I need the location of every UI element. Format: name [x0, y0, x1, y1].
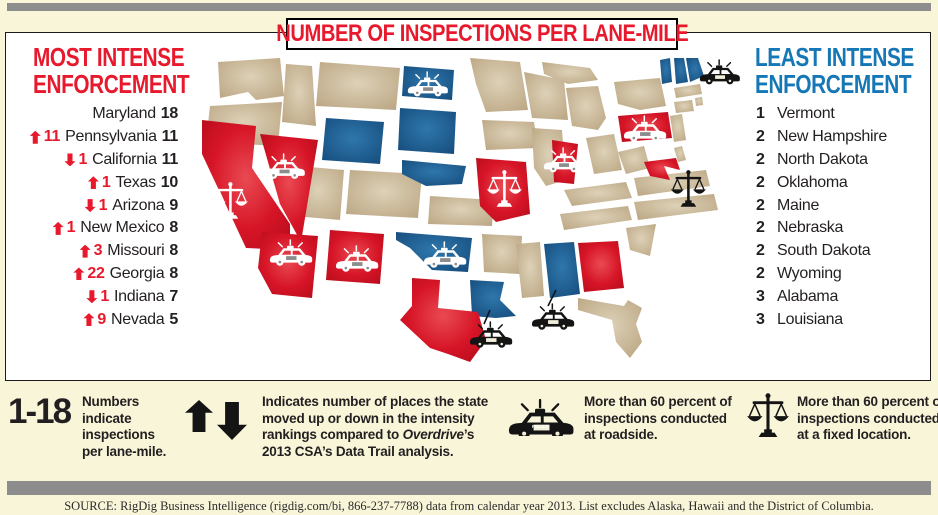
state-minnesota	[470, 58, 528, 112]
state-colorado	[346, 170, 422, 218]
list-item: 1 New Mexico 8	[10, 217, 178, 240]
list-item: 22 Georgia 8	[10, 263, 178, 286]
us-states-map	[202, 58, 742, 362]
list-item: 2 North Dakota	[756, 150, 868, 168]
scales-icon	[746, 392, 790, 438]
list-item: 9 Nevada 5	[10, 308, 178, 331]
state-ohio	[586, 134, 622, 174]
list-item: 1 Arizona 9	[10, 194, 178, 217]
list-item: 2 Wyoming	[756, 264, 842, 282]
legend-range: 1-18	[8, 392, 72, 431]
state-michigan-up	[542, 62, 598, 84]
state-mississippi	[516, 242, 544, 298]
source-line: SOURCE: RigDig Business Intelligence (ri…	[64, 499, 874, 513]
state-connecticut	[674, 100, 694, 113]
legend-range-text: Numbers indicate inspections per lane-mi…	[82, 394, 167, 459]
list-item: 2 Nebraska	[756, 219, 844, 237]
state-arkansas	[482, 234, 522, 274]
alabama-callout-line	[547, 289, 557, 307]
state-vermont	[660, 58, 672, 84]
state-new-mexico	[326, 230, 384, 284]
state-wyoming	[322, 118, 384, 164]
list-item: 1 Texas 10	[10, 171, 178, 194]
up-arrow-icon	[73, 267, 85, 281]
state-kansas	[428, 196, 494, 226]
state-kentucky	[564, 182, 632, 206]
up-arrow-icon	[52, 221, 64, 235]
state-rhode-island	[695, 97, 703, 106]
up-arrow-icon	[87, 176, 99, 190]
state-louisiana	[470, 280, 516, 318]
police-car-icon	[530, 302, 576, 331]
state-iowa	[482, 120, 538, 150]
state-florida	[578, 298, 642, 358]
state-south-dakota	[398, 108, 456, 154]
state-alabama	[544, 242, 580, 298]
state-missouri	[476, 158, 530, 222]
state-arizona	[258, 232, 318, 298]
page-title: NUMBER OF INSPECTIONS PER LANE-MILE	[275, 20, 689, 47]
down-arrow-icon	[217, 402, 247, 440]
legend-arrows-text: Indicates number of places the state mov…	[262, 394, 489, 459]
list-item: 2 Maine	[756, 196, 820, 214]
legend-fixed-text: More than 60 percent of inspections cond…	[797, 394, 938, 442]
state-new-jersey	[670, 114, 686, 142]
bottom-divider-bar	[7, 481, 931, 495]
state-california	[202, 120, 290, 250]
state-georgia	[578, 241, 624, 292]
list-item: 11 Pennsylvania 11	[10, 126, 178, 149]
state-nevada	[260, 134, 318, 242]
state-montana	[316, 62, 400, 110]
state-wisconsin	[524, 72, 568, 120]
state-washington	[218, 58, 284, 100]
svg-text:POLICE: POLICE	[532, 424, 549, 429]
list-item: 1 Vermont	[756, 105, 835, 123]
state-michigan	[566, 86, 606, 130]
list-item: 1 California 11	[10, 149, 178, 172]
title-banner: NUMBER OF INSPECTIONS PER LANE-MILE	[276, 18, 688, 50]
up-arrow-icon	[29, 130, 41, 144]
up-arrow-icon	[185, 400, 213, 432]
list-item: 2 South Dakota	[756, 242, 871, 260]
state-maine	[686, 58, 704, 82]
louisiana-callout-line	[483, 309, 491, 325]
down-arrow-icon	[64, 153, 76, 167]
list-item: 3 Alabama	[756, 287, 839, 305]
state-west-virginia	[618, 146, 650, 174]
state-maryland	[644, 158, 680, 180]
police-car-icon	[698, 58, 742, 86]
state-nebraska	[402, 160, 466, 186]
most-intense-heading: MOST INTENSE ENFORCEMENT	[33, 42, 190, 99]
list-item: 2 Oklahoma	[756, 173, 848, 191]
state-massachusetts	[674, 84, 702, 98]
state-texas	[400, 278, 486, 362]
state-tennessee	[560, 206, 632, 230]
down-arrow-icon	[86, 290, 98, 304]
state-delaware	[674, 146, 686, 162]
state-new-hampshire	[674, 58, 688, 84]
list-item: 3 Missouri 8	[10, 240, 178, 263]
state-north-carolina	[634, 194, 718, 220]
top-divider-bar	[7, 3, 931, 11]
up-arrow-icon	[79, 244, 91, 258]
state-south-carolina	[626, 224, 656, 256]
legend-roadside-text: More than 60 percent of inspections cond…	[584, 394, 732, 442]
police-car-icon: POLICE	[507, 398, 576, 436]
list-item: 3 Louisiana	[756, 310, 843, 328]
state-new-york	[614, 78, 666, 110]
least-intense-heading: LEAST INTENSE ENFORCEMENT	[755, 42, 914, 99]
most-intense-list: Maryland 18 11 Pennsylvania 11 1 Califor…	[10, 103, 178, 331]
list-item: 2 New Hampshire	[756, 128, 887, 146]
up-arrow-icon	[83, 313, 95, 327]
list-item: Maryland 18	[92, 105, 178, 123]
list-item: 1 Indiana 7	[10, 285, 178, 308]
down-arrow-icon	[84, 199, 96, 213]
state-idaho	[282, 64, 316, 126]
